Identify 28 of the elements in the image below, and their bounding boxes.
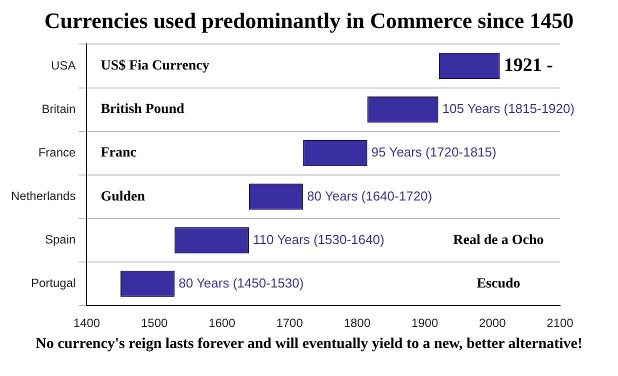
annotation: 1921 - [504, 54, 553, 76]
x-tick-label: 1600 [208, 316, 236, 330]
x-tick-label: 1500 [140, 316, 168, 330]
y-tick-label: Spain [45, 232, 76, 247]
y-tick-label: Britain [42, 102, 76, 116]
x-tick-label: 2100 [546, 316, 574, 330]
annotation: Real de a Ocho [453, 232, 544, 248]
text: No currency's reign lasts forever and will eventually yield to a new, better alternative! [34, 335, 584, 354]
annotation: British Pound [100, 102, 185, 118]
y-tick-label: Portugal [31, 276, 76, 290]
data-label: 80 Years (1640-1720) [307, 188, 432, 204]
x-tick-label: 1700 [276, 316, 304, 330]
y-tick-label: France [38, 145, 76, 160]
x-tick-label: 2000 [479, 316, 506, 330]
y-tick-label: Netherlands [10, 188, 76, 203]
x-tick-label: 1800 [344, 316, 371, 330]
data-label: 80 Years (1450-1530) [178, 275, 304, 290]
data-label: 110 Years (1530-1640) [252, 232, 384, 247]
y-tick-label: USA [51, 58, 76, 72]
chart-title: Currencies used predominantly in Commerce since 1450 [43, 8, 575, 34]
x-tick-label: 1400 [73, 316, 100, 330]
annotation: Gulden [100, 189, 146, 204]
data-label: 95 Years (1720-1815) [371, 144, 496, 160]
annotation: Franc [100, 146, 136, 161]
annotation: Escudo [476, 276, 520, 292]
x-tick-label: 1900 [411, 316, 438, 330]
annotation: US$ Fia Currency [100, 58, 210, 74]
data-label: 105 Years (1815-1920) [442, 101, 575, 116]
